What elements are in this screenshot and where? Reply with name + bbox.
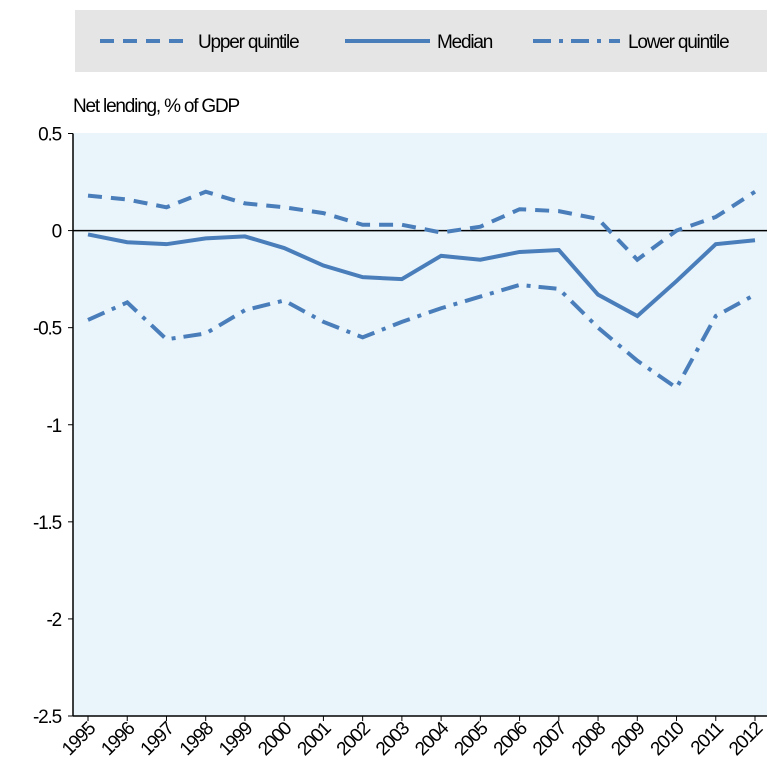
series-line [87,282,756,391]
x-tick-label: 2008 [568,718,610,760]
x-tick-label: 1995 [58,718,100,760]
legend-label: Upper quintile [198,32,299,53]
x-tick-label: 1996 [97,718,139,760]
y-tick-label: -2.5 [33,707,62,728]
series-line [87,232,756,319]
x-tick-label: 2005 [451,718,493,760]
x-tick-label: 2012 [725,718,767,760]
x-tick-label: 2003 [372,718,414,760]
x-tick-label: 2001 [294,718,336,760]
y-tick-label: 0 [52,222,62,243]
y-tick-label: 0.5 [38,125,61,146]
y-tick-label: -1 [47,416,62,437]
plot-area [73,133,767,716]
y-tick-label: -2 [47,610,62,631]
x-tick-label: 2009 [607,718,649,760]
legend-label: Median [437,32,493,53]
series-line [87,189,757,263]
y-tick-label: -0.5 [33,319,62,340]
x-tick-label: 2011 [687,718,728,759]
x-tick-label: 2006 [490,718,532,760]
x-tick-label: 2002 [333,718,375,760]
legend-label: Lower quintile [628,32,729,53]
y-axis-label: Net lending, % of GDP [73,96,239,117]
x-tick-label: 2004 [411,718,453,760]
x-tick-label: 1998 [176,718,218,760]
x-tick-label: 2010 [647,718,689,760]
x-tick-label: 1999 [215,718,257,760]
x-tick-label: 1997 [137,718,179,760]
x-tick-label: 2000 [254,718,296,760]
y-tick-label: -1.5 [33,513,62,534]
x-tick-label: 2007 [529,718,571,760]
